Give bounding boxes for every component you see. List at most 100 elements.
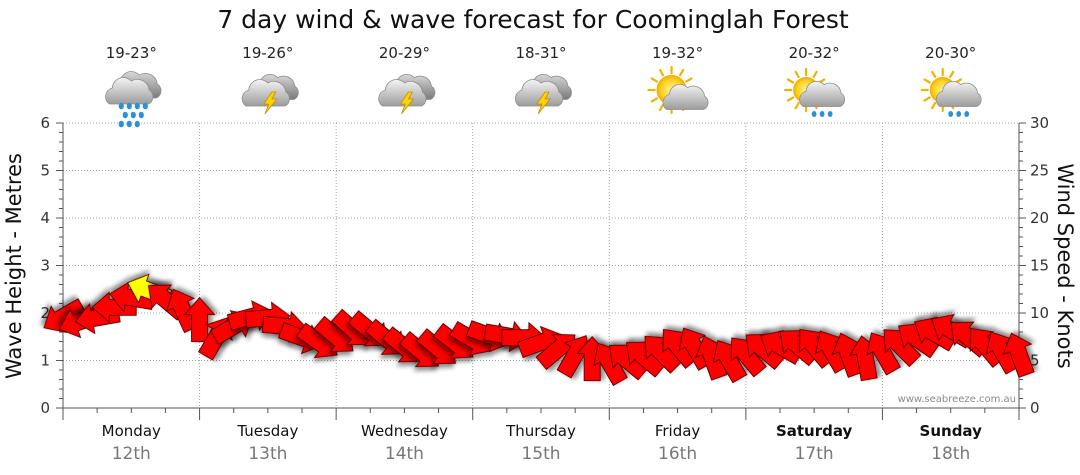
- temperature-range: 20-30°: [925, 44, 976, 62]
- y-right-tick-label: 20: [1030, 209, 1049, 227]
- wind-arrow: [593, 342, 628, 387]
- watermark: www.seabreeze.com.au: [898, 394, 1016, 405]
- day-date: 13th: [248, 444, 287, 464]
- day-name: Wednesday: [361, 422, 448, 440]
- y-left-label: Wave Height - Metres: [2, 153, 26, 379]
- sun-ray: [658, 103, 665, 112]
- lightning-bolt: [536, 91, 551, 115]
- sun-ray: [923, 96, 931, 102]
- sun-ray: [794, 70, 800, 79]
- cloud-shape: [514, 79, 564, 107]
- rain-drop: [126, 102, 132, 110]
- rain-drop: [819, 111, 825, 117]
- axes: 0 1 2 3 4 5 6 0 5 10 15 20 25 30: [40, 114, 1049, 420]
- partly-cloudy-icon: [647, 65, 709, 115]
- y-left-tick-label: 5: [40, 162, 50, 180]
- y-left-tick-label: 6: [40, 114, 50, 132]
- wind-arrow: [1002, 332, 1035, 378]
- day-name: Tuesday: [236, 422, 298, 440]
- rain-drop: [138, 111, 144, 119]
- wind-arrows: [43, 273, 1035, 387]
- y-right-tick-label: 0: [1030, 399, 1040, 417]
- weather-icons: [105, 65, 982, 128]
- rain-drop: [811, 111, 817, 117]
- y-left-tick-label: 3: [40, 257, 50, 275]
- sun-ray: [949, 70, 955, 79]
- day-date: 14th: [385, 444, 424, 464]
- rain-drop: [142, 102, 148, 110]
- rain-drop: [956, 111, 962, 117]
- cloud-shape: [935, 81, 982, 107]
- temperature-range: 20-32°: [789, 44, 840, 62]
- rain-icon: [105, 71, 162, 128]
- rain-drop: [118, 120, 124, 128]
- sun-ray: [923, 78, 931, 84]
- rain-drop: [827, 111, 833, 117]
- sun-ray: [650, 77, 658, 83]
- day-date: 16th: [658, 444, 697, 464]
- temperature-range: 19-26°: [242, 44, 293, 62]
- temperatures: 19-23° 19-26° 20-29° 18-31° 19-32° 20-32° 20-3…: [106, 44, 977, 62]
- wind-arrow: [866, 332, 901, 376]
- rain-drop: [948, 111, 954, 117]
- temperature-range: 19-32°: [652, 44, 703, 62]
- day-name: Friday: [655, 422, 701, 440]
- y-right-tick-label: 5: [1030, 352, 1040, 370]
- temperature-range: 20-29°: [379, 44, 430, 62]
- thunderstorm-icon: [378, 74, 436, 115]
- cloud-shape: [105, 77, 154, 105]
- grid-lines: [63, 122, 1019, 408]
- sun-ray: [812, 70, 818, 79]
- lightning-bolt: [399, 91, 415, 115]
- rain-drop: [134, 102, 140, 110]
- y-left-tick-label: 4: [40, 209, 50, 227]
- day-date: 12th: [112, 444, 151, 464]
- day-name: Monday: [102, 422, 161, 440]
- rain-drop: [122, 111, 128, 119]
- sun-showers-icon: [920, 67, 982, 117]
- rain-drop: [126, 120, 132, 128]
- sun-showers-icon: [784, 67, 846, 117]
- day-date: 15th: [521, 444, 560, 464]
- rain-drop: [118, 102, 124, 110]
- sun-ray: [786, 78, 795, 84]
- cloud-shape: [241, 79, 290, 107]
- day-date: 18th: [931, 444, 970, 464]
- y-right-tick-label: 25: [1030, 162, 1049, 180]
- y-left-tick-label: 2: [40, 304, 50, 322]
- wind-arrow: [712, 339, 748, 384]
- sun-ray: [794, 101, 800, 110]
- sun-ray: [786, 96, 795, 102]
- day-name: Thursday: [505, 422, 576, 440]
- sun-ray: [658, 68, 665, 77]
- day-name: Saturday: [776, 422, 853, 440]
- sun-ray: [678, 68, 685, 77]
- rain-drop: [130, 111, 136, 119]
- day-name: Sunday: [920, 422, 983, 440]
- sun-ray: [931, 70, 937, 79]
- sun-ray: [931, 101, 937, 110]
- y-right-tick-label: 15: [1030, 257, 1049, 275]
- cloud-shape: [799, 81, 846, 107]
- thunderstorm-icon: [241, 74, 299, 115]
- rain-drop: [134, 120, 140, 128]
- y-left-tick-label: 1: [40, 352, 50, 370]
- y-right-label: Wind Speed - Knots: [1053, 163, 1077, 368]
- rain-drop: [964, 111, 970, 117]
- cloud-shape: [662, 84, 709, 110]
- y-right-tick-label: 10: [1030, 304, 1049, 322]
- temperature-range: 18-31°: [515, 44, 566, 62]
- wind-arrow: [730, 337, 767, 378]
- sun-ray: [685, 77, 693, 83]
- y-right-tick-label: 30: [1030, 114, 1049, 132]
- sun-ray: [650, 97, 658, 103]
- y-left-tick-label: 0: [40, 399, 50, 417]
- lightning-bolt: [263, 91, 278, 115]
- chart-title: 7 day wind & wave forecast for Coomingla…: [217, 5, 849, 34]
- day-labels: Monday 12th Tuesday 13th Wednesday 14th Thursd…: [102, 422, 982, 464]
- wind-arrow: [883, 329, 922, 368]
- cloud-shape: [378, 79, 427, 107]
- day-date: 17th: [795, 444, 834, 464]
- thunderstorm-icon: [514, 74, 572, 115]
